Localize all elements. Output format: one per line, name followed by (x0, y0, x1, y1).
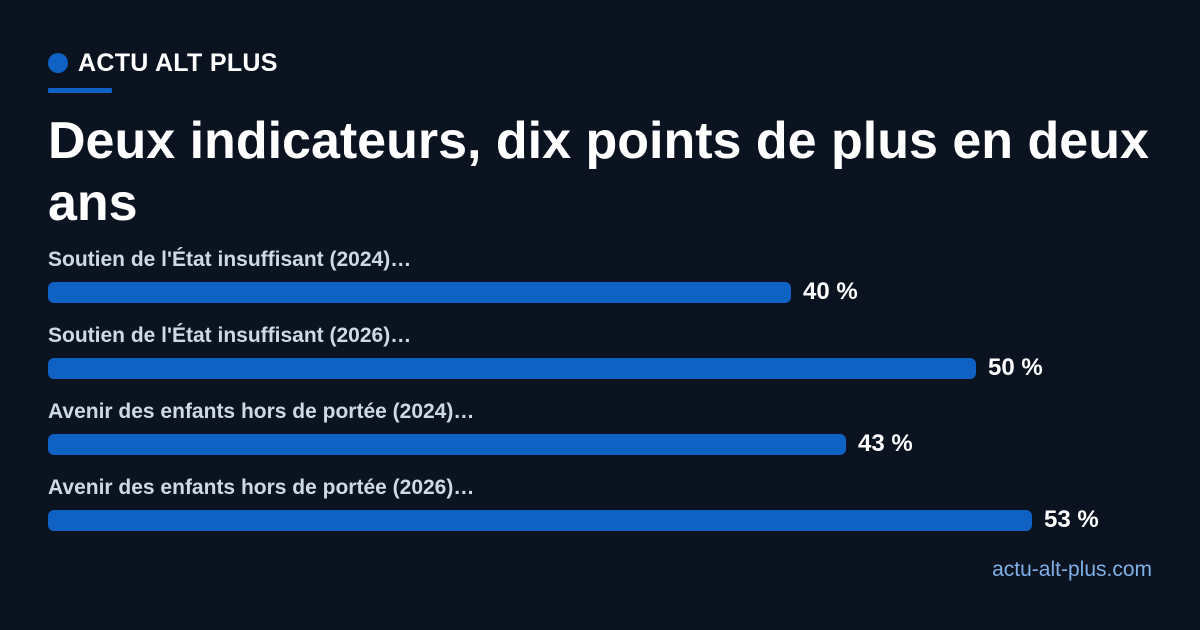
bar (48, 434, 846, 455)
bar-category-label: Soutien de l'État insuffisant (2026)… (48, 324, 412, 347)
bar-category-label: Soutien de l'État insuffisant (2024)… (48, 248, 412, 271)
bar-row: Soutien de l'État insuffisant (2024)… 40 … (48, 246, 1152, 322)
bar-chart: Soutien de l'État insuffisant (2024)… 40 … (48, 246, 1152, 550)
bar-row: Avenir des enfants hors de portée (2026)… (48, 474, 1152, 550)
bar-row: Soutien de l'État insuffisant (2026)… 50 … (48, 322, 1152, 398)
brand: ACTU ALT PLUS (48, 48, 278, 78)
bar-category-label: Avenir des enfants hors de portée (2024)… (48, 400, 475, 423)
bar-row: Avenir des enfants hors de portée (2024)… (48, 398, 1152, 474)
brand-underline (48, 88, 112, 93)
bar-value-label: 43 % (858, 430, 913, 457)
bar (48, 282, 791, 303)
bar (48, 510, 1032, 531)
bar-category-label: Avenir des enfants hors de portée (2026)… (48, 476, 475, 499)
bar-value-label: 50 % (988, 354, 1043, 381)
brand-name: ACTU ALT PLUS (78, 48, 278, 77)
chart-title: Deux indicateurs, dix points de plus en … (48, 112, 1149, 232)
brand-dot-icon (48, 53, 68, 73)
bar (48, 358, 976, 379)
bar-value-label: 53 % (1044, 506, 1099, 533)
bar-value-label: 40 % (803, 278, 858, 305)
source-link[interactable]: actu-alt-plus.com (992, 558, 1152, 581)
